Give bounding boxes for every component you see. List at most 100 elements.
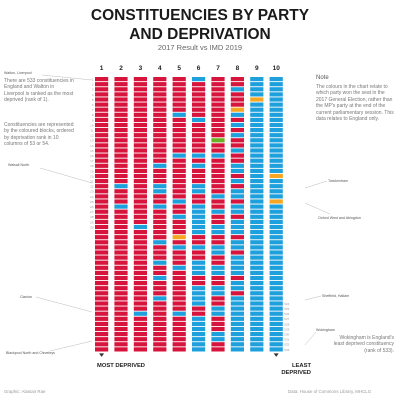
rank-label-2: 2 bbox=[92, 83, 94, 87]
cell-col7-row33 bbox=[211, 240, 225, 245]
cell-col4-row54 bbox=[153, 347, 167, 352]
cell-col4-row53 bbox=[153, 342, 167, 347]
cell-col3-row7 bbox=[133, 107, 147, 112]
cell-col10-row9 bbox=[269, 117, 283, 122]
cell-col4-row6 bbox=[153, 102, 167, 107]
cell-col5-row34 bbox=[172, 245, 186, 250]
cell-col8-row54 bbox=[230, 347, 244, 352]
cell-col7-row12 bbox=[211, 133, 225, 138]
rank-label-17: 17 bbox=[90, 159, 94, 163]
cell-col4-row14 bbox=[153, 143, 167, 148]
cell-col7-row48 bbox=[211, 316, 225, 321]
cell-col10-row50 bbox=[269, 326, 283, 332]
cell-col2-row39 bbox=[114, 270, 128, 275]
cell-col2-row41 bbox=[114, 281, 128, 286]
cell-col1-row50 bbox=[95, 326, 109, 332]
cell-col10-row32 bbox=[269, 235, 283, 240]
cell-col10-row47 bbox=[269, 311, 283, 316]
cell-col6-row48 bbox=[192, 316, 206, 321]
cell-col5-row17 bbox=[172, 158, 186, 163]
cell-col1-row37 bbox=[95, 260, 109, 265]
cell-col9-row44 bbox=[250, 296, 264, 301]
cell-col7-row51 bbox=[211, 332, 225, 337]
cell-col10-row22 bbox=[269, 184, 283, 189]
cell-col8-row33 bbox=[230, 240, 244, 245]
cell-col9-row28 bbox=[250, 214, 264, 219]
cell-col1-row11 bbox=[95, 128, 109, 133]
cell-col5-row45 bbox=[172, 301, 186, 306]
cell-col9-row31 bbox=[250, 230, 264, 235]
column-header-8: 8 bbox=[236, 65, 240, 72]
cell-col5-row29 bbox=[172, 219, 186, 224]
cell-col4-row9 bbox=[153, 117, 167, 122]
cell-col5-row49 bbox=[172, 321, 186, 326]
cell-col10-row17 bbox=[269, 158, 283, 163]
cell-col6-row26 bbox=[192, 204, 206, 209]
cell-col2-row19 bbox=[114, 168, 128, 173]
cell-col7-row25 bbox=[211, 199, 225, 204]
cell-col5-row31 bbox=[172, 230, 186, 235]
cell-col4-row52 bbox=[153, 337, 167, 342]
cell-col4-row2 bbox=[153, 82, 167, 87]
cell-col1-row5 bbox=[95, 97, 109, 102]
cell-col5-row6 bbox=[172, 102, 186, 107]
callout-clacton: Clacton bbox=[20, 295, 33, 299]
column-header-3: 3 bbox=[139, 65, 143, 72]
cell-col1-row2 bbox=[95, 82, 109, 87]
cell-col9-row50 bbox=[250, 326, 264, 332]
cell-col4-row46 bbox=[153, 306, 167, 311]
cell-col10-row27 bbox=[269, 209, 283, 214]
cell-col4-row5 bbox=[153, 97, 167, 102]
cell-col4-row34 bbox=[153, 245, 167, 250]
cell-col9-row33 bbox=[250, 240, 264, 245]
cell-col8-row53 bbox=[230, 342, 244, 347]
cell-col4-row13 bbox=[153, 138, 167, 143]
cell-col2-row1 bbox=[114, 77, 128, 82]
cell-col4-row10 bbox=[153, 122, 167, 128]
cell-col2-row15 bbox=[114, 148, 128, 153]
cell-col1-row38 bbox=[95, 265, 109, 270]
cell-col9-row4 bbox=[250, 92, 264, 97]
cell-col3-row50 bbox=[133, 326, 147, 332]
cell-col6-row36 bbox=[192, 255, 206, 260]
cell-col5-row44 bbox=[172, 296, 186, 301]
cell-col5-row22 bbox=[172, 184, 186, 189]
cell-col9-row49 bbox=[250, 321, 264, 326]
cell-col5-row28 bbox=[172, 214, 186, 219]
cell-col10-row43 bbox=[269, 291, 283, 296]
cell-col4-row49 bbox=[153, 321, 167, 326]
cell-col3-row17 bbox=[133, 158, 147, 163]
cell-col9-row32 bbox=[250, 235, 264, 240]
cell-col4-row45 bbox=[153, 301, 167, 306]
cell-col1-row47 bbox=[95, 311, 109, 316]
cell-col3-row2 bbox=[133, 82, 147, 87]
cell-col10-row7 bbox=[269, 107, 283, 112]
cell-col7-row8 bbox=[211, 112, 225, 117]
cell-col1-row4 bbox=[95, 92, 109, 97]
cell-col5-row8 bbox=[172, 112, 186, 117]
cell-col6-row21 bbox=[192, 179, 206, 184]
cell-col6-row49 bbox=[192, 321, 206, 326]
cell-col10-row53 bbox=[269, 342, 283, 347]
cell-col6-row25 bbox=[192, 199, 206, 204]
callout-walsall: Walsall North bbox=[8, 163, 30, 167]
callout-wokingham: Wokingham bbox=[316, 328, 335, 332]
cell-col8-row42 bbox=[230, 286, 244, 291]
cell-col4-row8 bbox=[153, 112, 167, 117]
cell-col8-row24 bbox=[230, 194, 244, 199]
cell-col3-row27 bbox=[133, 209, 147, 214]
cell-col10-row13 bbox=[269, 138, 283, 143]
column-header-6: 6 bbox=[197, 65, 201, 72]
cell-col8-row5 bbox=[230, 97, 244, 102]
cell-col10-row49 bbox=[269, 321, 283, 326]
cell-col7-row37 bbox=[211, 260, 225, 265]
cell-col7-row35 bbox=[211, 250, 225, 255]
cell-col2-row14 bbox=[114, 143, 128, 148]
cell-col10-row4 bbox=[269, 92, 283, 97]
cell-col8-row3 bbox=[230, 87, 244, 92]
cell-col10-row48 bbox=[269, 316, 283, 321]
cell-col2-row5 bbox=[114, 97, 128, 102]
cell-col4-row28 bbox=[153, 214, 167, 219]
cell-col3-row54 bbox=[133, 347, 147, 352]
cell-col10-row11 bbox=[269, 128, 283, 133]
